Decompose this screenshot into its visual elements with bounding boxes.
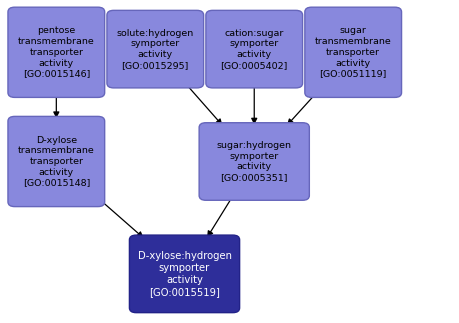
Text: cation:sugar
symporter
activity
[GO:0005402]: cation:sugar symporter activity [GO:0005… [221,28,288,70]
Text: D-xylose
transmembrane
transporter
activity
[GO:0015148]: D-xylose transmembrane transporter activ… [18,136,95,187]
FancyBboxPatch shape [129,235,240,313]
Text: sugar:hydrogen
symporter
activity
[GO:0005351]: sugar:hydrogen symporter activity [GO:00… [217,141,292,182]
FancyBboxPatch shape [199,123,309,200]
FancyBboxPatch shape [8,116,105,207]
Text: D-xylose:hydrogen
symporter
activity
[GO:0015519]: D-xylose:hydrogen symporter activity [GO… [138,251,231,297]
FancyBboxPatch shape [206,10,302,88]
FancyBboxPatch shape [305,7,402,98]
Text: pentose
transmembrane
transporter
activity
[GO:0015146]: pentose transmembrane transporter activi… [18,26,95,78]
FancyBboxPatch shape [107,10,204,88]
FancyBboxPatch shape [8,7,105,98]
Text: sugar
transmembrane
transporter
activity
[GO:0051119]: sugar transmembrane transporter activity… [315,26,392,78]
Text: solute:hydrogen
symporter
activity
[GO:0015295]: solute:hydrogen symporter activity [GO:0… [117,28,194,70]
